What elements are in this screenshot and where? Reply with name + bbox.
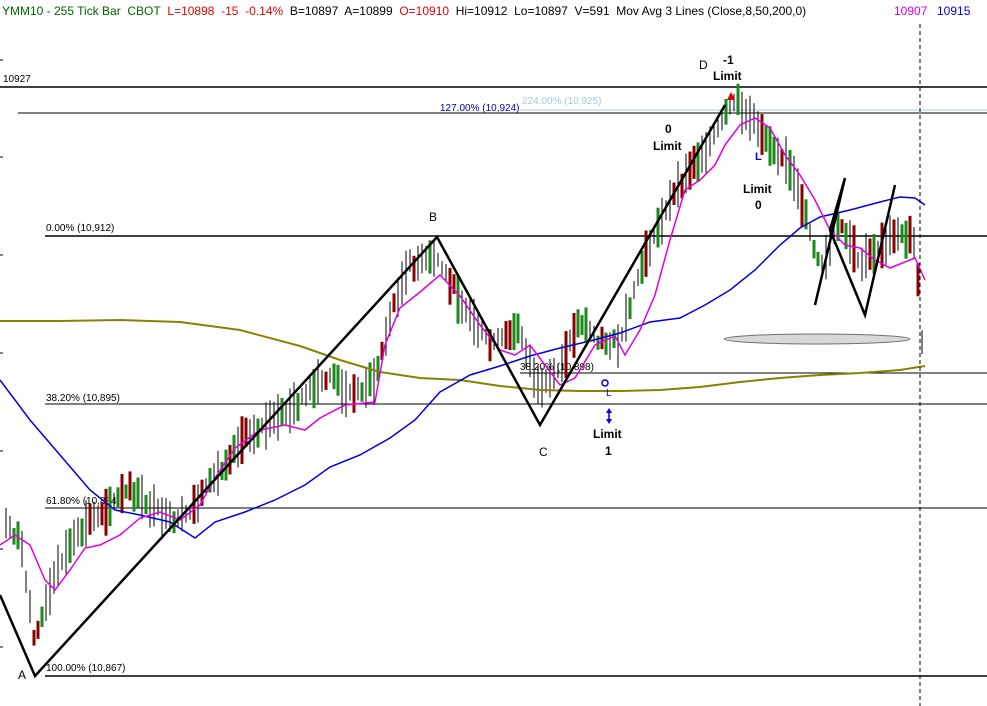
limit-1-num: 1 [605, 444, 612, 458]
order-markers: L L [601, 92, 762, 424]
ma50-line [0, 196, 926, 539]
fib-127-label: 127.00% (10,924) [440, 103, 520, 114]
buy-arrow-down-icon [606, 419, 612, 424]
ma-mid-value: 10915 [937, 4, 971, 18]
pattern-abcd-line [0, 104, 727, 679]
change-value: -15 [221, 4, 239, 18]
fib-levels [0, 86, 987, 677]
sell-arrow-icon [727, 92, 735, 100]
price-axis-label: 10927 [3, 74, 31, 85]
low-value: Lo=10897 [514, 4, 568, 18]
high-value: Hi=10912 [455, 4, 508, 18]
limit-0-lower-word: Limit [743, 182, 772, 196]
fib-382-retr-label: 38.20% (10,898) [520, 362, 594, 373]
open-value: O=10910 [399, 4, 450, 18]
buy-arrow-icon [606, 408, 612, 413]
pattern-tail-line [813, 177, 897, 320]
buy-marker-icon: L [755, 151, 762, 163]
limit-minus1-num: -1 [723, 53, 734, 67]
buy-marker-lower-icon: L [606, 388, 612, 399]
left-axis [0, 59, 3, 648]
limit-1-word: Limit [593, 427, 622, 441]
limit-minus1-word: Limit [713, 69, 742, 83]
price-bars [5, 83, 923, 646]
exchange-label: CBOT [127, 4, 161, 18]
buy-circle-icon [601, 379, 609, 387]
ask-value: A=10899 [344, 4, 393, 18]
last-price: L=10898 [167, 4, 215, 18]
limit-0-lower-num: 0 [755, 198, 762, 212]
ma8-line [0, 117, 926, 592]
point-b-label: B [429, 210, 437, 224]
point-a-label: A [18, 668, 26, 682]
change-pct: -0.14% [245, 4, 284, 18]
ma-fast-value: 10907 [894, 4, 928, 18]
point-c-label: C [539, 445, 548, 459]
fib-618-label: 61.80% (10,884) [46, 496, 120, 507]
fib-ghost-label: 224.00% (10,925) [522, 96, 602, 107]
limit-0-upper-num: 0 [665, 122, 672, 136]
fib-382-label: 38.20% (10,895) [46, 393, 120, 404]
study-label: Mov Avg 3 Lines (Close,8,50,200,0) [616, 4, 807, 18]
bid-value: B=10897 [289, 4, 339, 18]
point-d-label: D [699, 58, 708, 72]
target-zone-ellipse [723, 333, 911, 345]
volume-value: V=591 [574, 4, 610, 18]
fib-0-label: 0.00% (10,912) [46, 223, 114, 234]
limit-0-upper-word: Limit [653, 139, 682, 153]
symbol-label: YMM10 - 255 Tick Bar [2, 4, 121, 18]
ma200-line [0, 318, 926, 392]
fib-100-label: 100.00% (10,867) [46, 663, 126, 674]
chart-header: YMM10 - 255 Tick Bar CBOT L=10898 -15 -0… [2, 4, 806, 20]
